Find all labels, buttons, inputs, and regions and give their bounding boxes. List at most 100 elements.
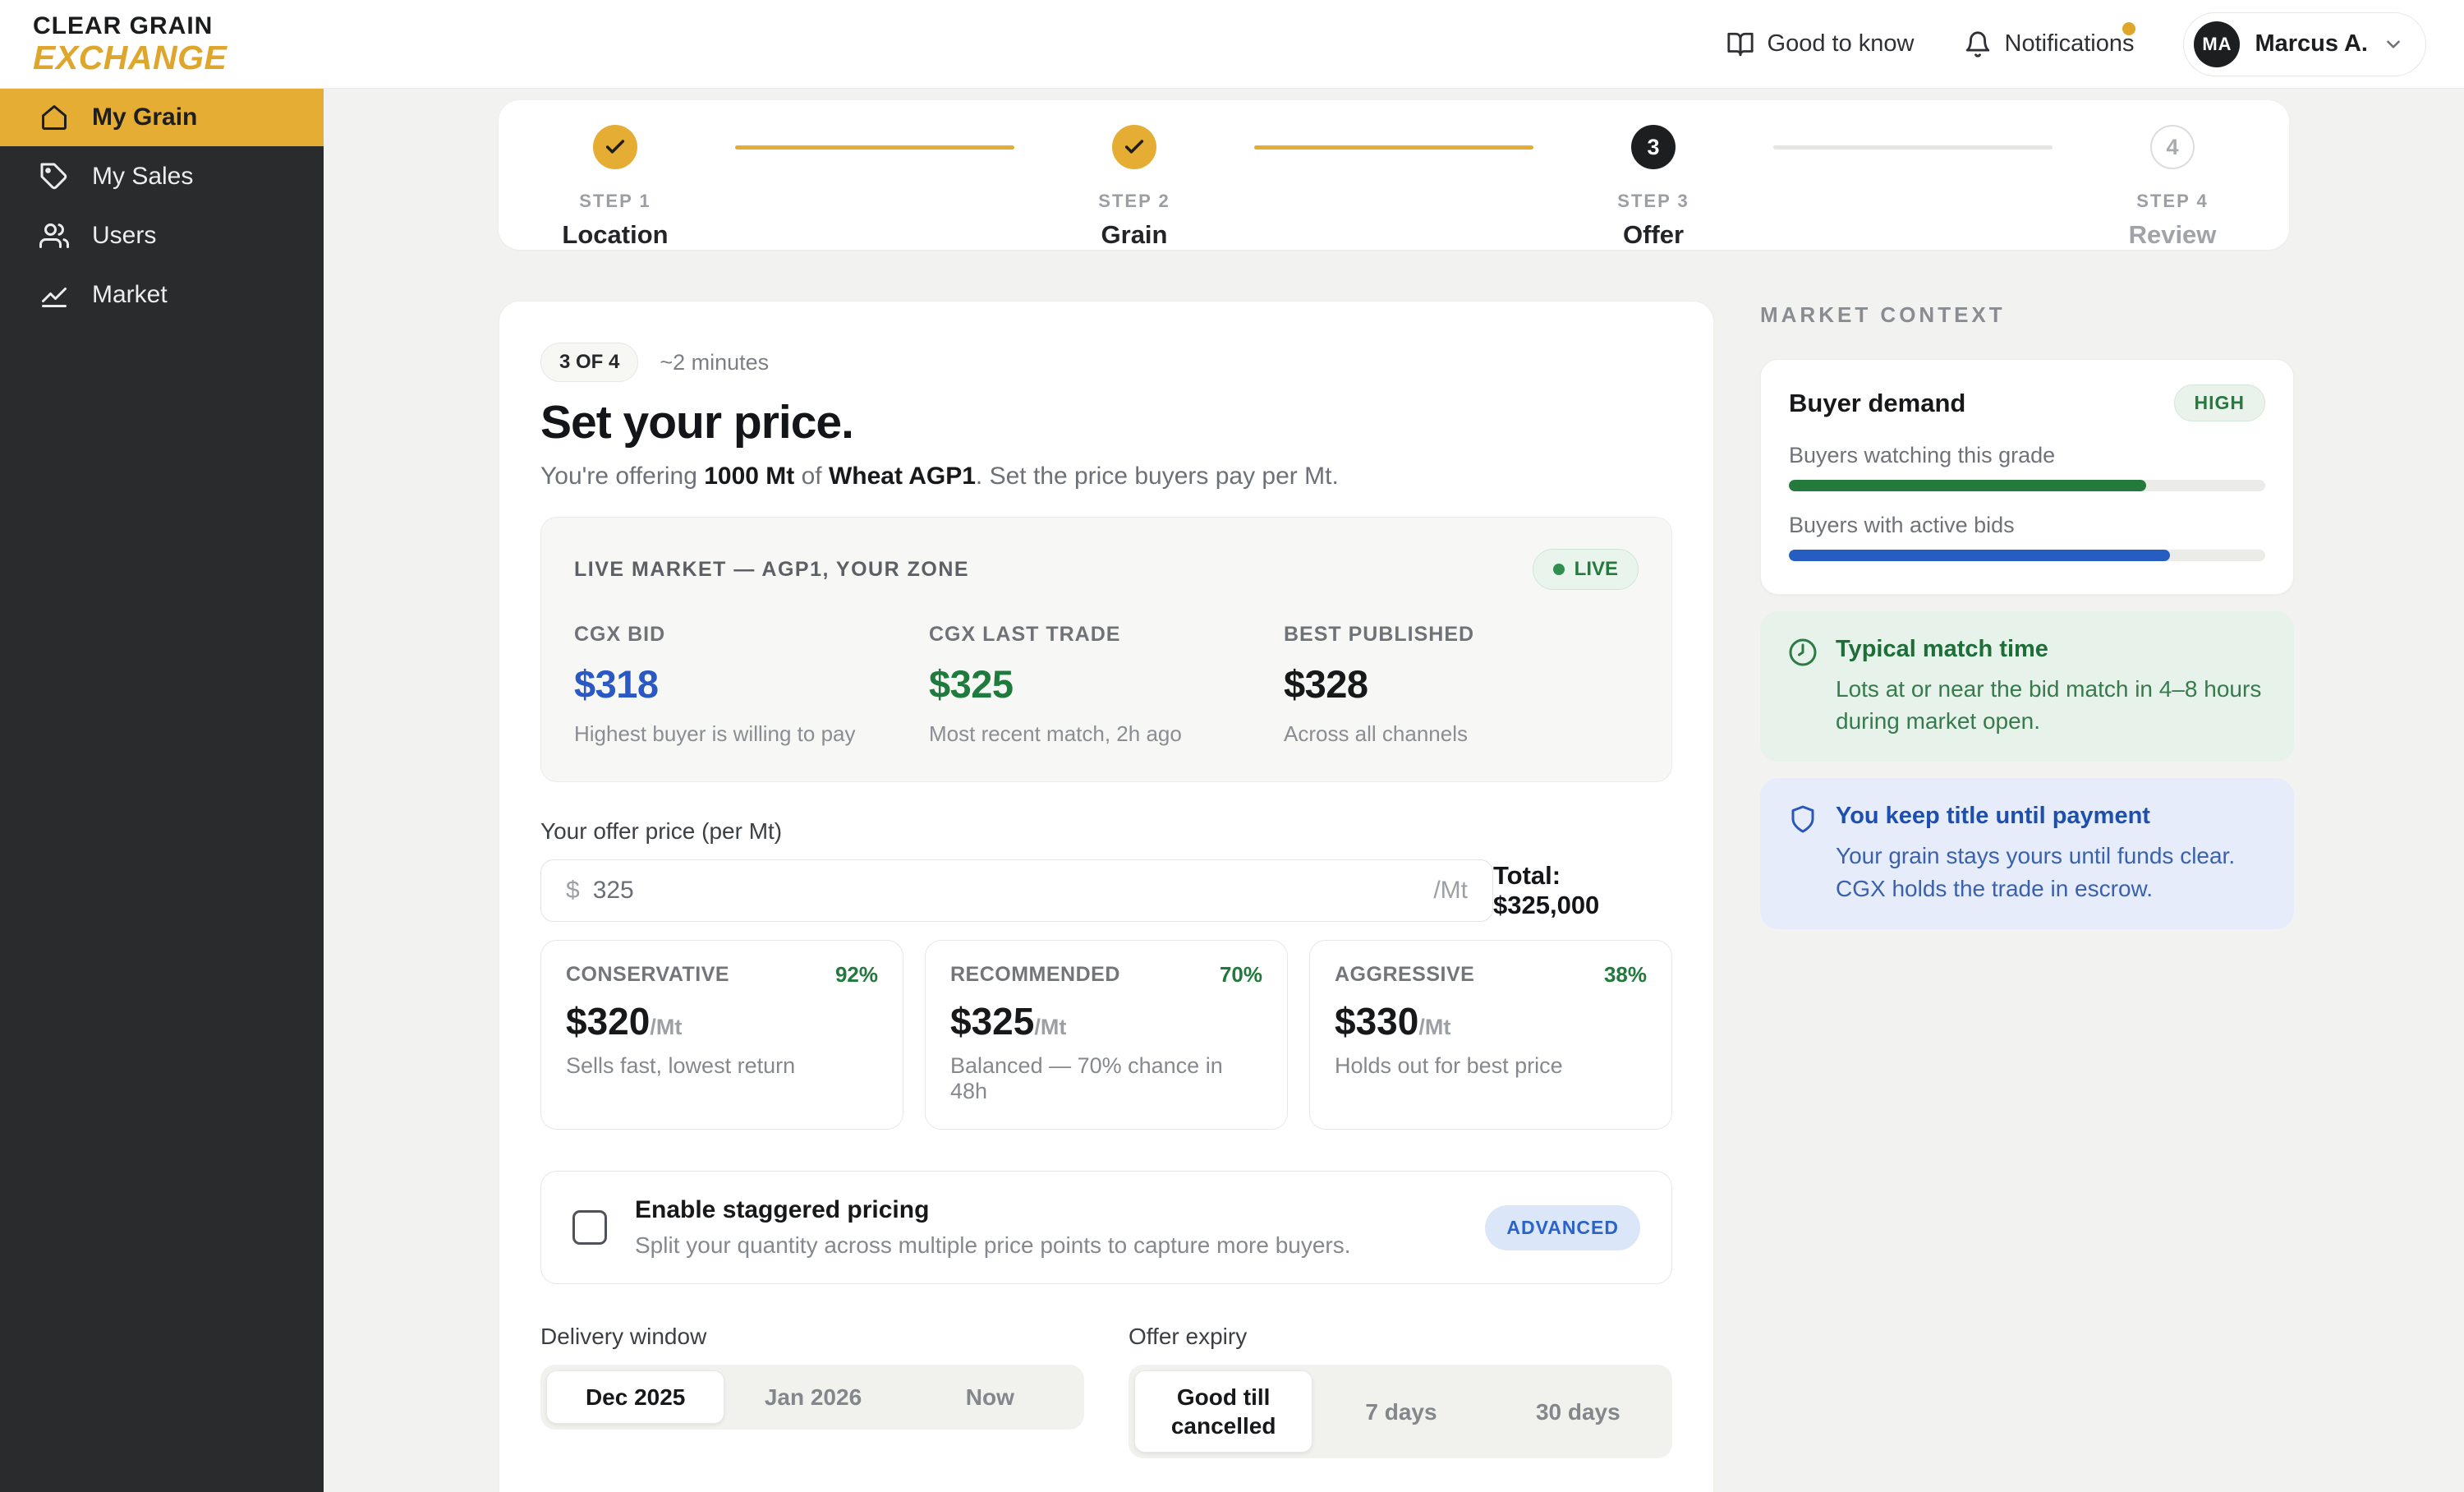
metric-cgx-last-trade: CGX LAST TRADE $325 Most recent match, 2… [929, 623, 1284, 747]
price-input-wrapper: $ /Mt [540, 859, 1493, 922]
notifications-button[interactable]: Notifications [1964, 21, 2136, 58]
sidebar-item-label: My Grain [92, 104, 198, 131]
step-1-circle [593, 125, 637, 169]
notification-dot [2122, 21, 2136, 35]
step-3-circle: 3 [1631, 125, 1676, 169]
strategy-card-conservative[interactable]: CONSERVATIVE 92% $320/Mt Sells fast, low… [540, 940, 903, 1130]
staggered-pricing-checkbox[interactable] [572, 1210, 607, 1245]
delivery-option-jan-2026[interactable]: Jan 2026 [764, 1384, 862, 1410]
metric-best-published: BEST PUBLISHED $328 Across all channels [1284, 623, 1639, 747]
notifications-label: Notifications [2004, 30, 2135, 57]
strategy-card-aggressive[interactable]: AGGRESSIVE 38% $330/Mt Holds out for bes… [1309, 940, 1672, 1130]
buyer-demand-card: Buyer demand HIGH Buyers watching this g… [1760, 359, 2294, 595]
active-bids-progress-bar [1789, 550, 2170, 561]
metric-desc: Across all channels [1284, 721, 1468, 746]
good-to-know-button[interactable]: Good to know [1726, 30, 1915, 58]
metric-value: $325 [929, 662, 1014, 706]
app-logo: CLEAR GRAIN EXCHANGE [33, 12, 227, 75]
delivery-window-label: Delivery window [540, 1324, 707, 1349]
logo-line-1: CLEAR GRAIN [33, 12, 214, 39]
step-connector [1773, 145, 2053, 150]
live-market-panel: LIVE MARKET — AGP1, YOUR ZONE LIVE CGX B… [540, 517, 1672, 782]
staggered-pricing-panel: Enable staggered pricing Split your quan… [540, 1171, 1672, 1284]
sidebar-item-my-grain[interactable]: My Grain [0, 89, 324, 146]
bar-label-active-bids: Buyers with active bids [1789, 513, 2015, 537]
live-market-title: LIVE MARKET — AGP1, YOUR ZONE [574, 557, 970, 581]
live-badge: LIVE [1532, 549, 1639, 590]
staggered-desc: Split your quantity across multiple pric… [635, 1232, 1351, 1258]
user-name: Marcus A. [2255, 30, 2368, 57]
metric-label: CGX BID [574, 623, 666, 646]
sidebar-item-my-sales[interactable]: My Sales [0, 148, 324, 205]
delivery-option-dec-2025[interactable]: Dec 2025 [546, 1370, 725, 1424]
strategy-desc: Balanced — 70% chance in 48h [950, 1053, 1223, 1103]
shield-icon [1791, 805, 1814, 833]
high-badge: HIGH [2173, 385, 2265, 421]
sidebar-item-market[interactable]: Market [0, 266, 324, 324]
strategy-name: AGGRESSIVE [1335, 963, 1475, 986]
metric-label: CGX LAST TRADE [929, 623, 1121, 646]
clock-icon [1789, 638, 1817, 666]
strategy-card-recommended[interactable]: RECOMMENDED 70% $325/Mt Balanced — 70% c… [925, 940, 1288, 1130]
check-icon [605, 140, 625, 154]
expiry-option-good-till-cancelled[interactable]: Good till cancelled [1134, 1370, 1313, 1453]
price-input[interactable] [592, 877, 1434, 905]
step-2-circle [1112, 125, 1156, 169]
strategy-price: $320/Mt [566, 1000, 683, 1043]
page-title: Set your price. [540, 396, 854, 449]
step-location[interactable]: STEP 1 Location [545, 125, 686, 250]
step-kicker: STEP 3 [1617, 191, 1689, 211]
strategy-name: CONSERVATIVE [566, 963, 730, 986]
sidebar-item-label: Users [92, 222, 157, 249]
bar-label-watching: Buyers watching this grade [1789, 443, 2056, 467]
metric-desc: Most recent match, 2h ago [929, 721, 1182, 746]
offer-form-card: 3 OF 4 ~2 minutes Set your price. You're… [499, 301, 1714, 1492]
watching-progress-bar [1789, 480, 2146, 491]
sidebar-item-users[interactable]: Users [0, 207, 324, 265]
strategy-chance: 92% [834, 962, 878, 987]
strategy-chance: 38% [1603, 962, 1647, 987]
expiry-option-7-days[interactable]: 7 days [1365, 1398, 1437, 1425]
metric-cgx-bid: CGX BID $318 Highest buyer is willing to… [574, 623, 929, 747]
step-name: Review [2128, 220, 2217, 249]
match-time-title: Typical match time [1836, 636, 2048, 662]
top-bar: CLEAR GRAIN EXCHANGE Good to know Notifi… [0, 0, 2464, 89]
step-connector [735, 145, 1014, 150]
step-grain[interactable]: STEP 2 Grain [1064, 125, 1205, 250]
step-offer[interactable]: 3 STEP 3 Offer [1583, 125, 1724, 250]
time-estimate: ~2 minutes [660, 349, 770, 375]
staggered-title: Enable staggered pricing [635, 1196, 930, 1223]
metric-desc: Highest buyer is willing to pay [574, 721, 856, 746]
progress-badge: 3 OF 4 [540, 343, 639, 382]
user-menu[interactable]: MA Marcus A. [2183, 12, 2426, 76]
step-review[interactable]: 4 STEP 4 Review [2102, 125, 2243, 250]
price-unit: /Mt [1433, 877, 1468, 904]
sidebar-item-label: Market [92, 281, 168, 308]
match-time-body: Lots at or near the bid match in 4–8 hou… [1836, 676, 2262, 734]
step-kicker: STEP 4 [2136, 191, 2209, 211]
strategy-desc: Sells fast, lowest return [566, 1053, 796, 1078]
market-chart-icon [42, 288, 67, 307]
check-icon [1124, 140, 1144, 154]
match-time-panel: Typical match time Lots at or near the b… [1760, 611, 2294, 762]
offer-expiry-control: Good till cancelled 7 days 30 days [1129, 1365, 1672, 1458]
page-subtitle: You're offering 1000 Mt of Wheat AGP1. S… [540, 463, 1339, 490]
offer-grade: Wheat AGP1 [828, 463, 976, 490]
good-to-know-label: Good to know [1767, 30, 1915, 57]
tag-icon [40, 163, 67, 190]
step-4-circle: 4 [2150, 125, 2195, 169]
step-name: Grain [1101, 220, 1168, 249]
progress-track [1789, 480, 2265, 491]
delivery-option-now[interactable]: Now [965, 1384, 1014, 1410]
step-connector [1254, 145, 1533, 150]
step-kicker: STEP 2 [1098, 191, 1170, 211]
live-dot-icon [1552, 564, 1565, 575]
buyer-demand-title: Buyer demand [1789, 388, 1966, 417]
escrow-body: Your grain stays yours until funds clear… [1836, 843, 2236, 901]
strategy-chance: 70% [1219, 962, 1262, 987]
sidebar-item-label: My Sales [92, 163, 194, 190]
escrow-title: You keep title until payment [1836, 803, 2150, 830]
stepper: STEP 1 Location STEP 2 Grain 3 STEP 3 Of… [499, 100, 2289, 250]
advanced-badge: ADVANCED [1485, 1204, 1640, 1250]
expiry-option-30-days[interactable]: 30 days [1535, 1398, 1620, 1425]
